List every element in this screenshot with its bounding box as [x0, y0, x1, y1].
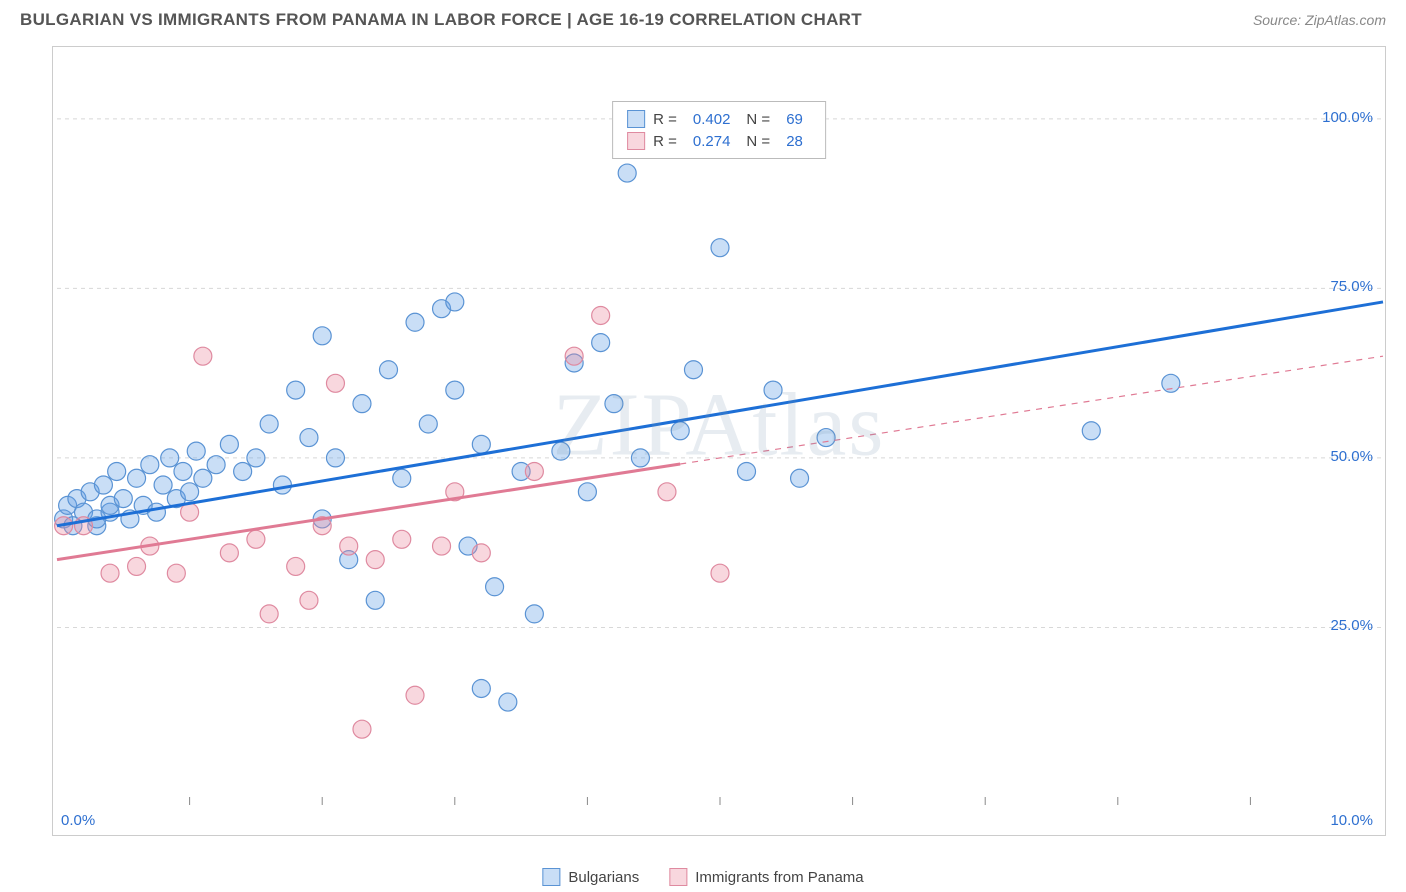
- legend-stats-row-0: R = 0.402 N = 69: [627, 108, 811, 130]
- swatch-panama: [627, 132, 645, 150]
- n-value-0: 69: [778, 111, 811, 128]
- n-label: N =: [746, 133, 770, 150]
- legend-bottom: Bulgarians Immigrants from Panama: [542, 868, 863, 886]
- chart-area: ZIPAtlas R = 0.402 N = 69 R = 0.274 N = …: [52, 46, 1386, 836]
- y-tick-label: 25.0%: [1330, 617, 1373, 634]
- r-value-0: 0.402: [685, 111, 739, 128]
- n-label: N =: [746, 111, 770, 128]
- legend-item-panama: Immigrants from Panama: [669, 868, 863, 886]
- r-label: R =: [653, 111, 677, 128]
- legend-label-panama: Immigrants from Panama: [695, 869, 863, 886]
- y-tick-label: 50.0%: [1330, 448, 1373, 465]
- swatch-panama-icon: [669, 868, 687, 886]
- legend-stats-box: R = 0.402 N = 69 R = 0.274 N = 28: [612, 101, 826, 159]
- x-axis-min-label: 0.0%: [61, 812, 95, 829]
- y-tick-label: 75.0%: [1330, 278, 1373, 295]
- n-value-1: 28: [778, 133, 811, 150]
- swatch-bulgarians-icon: [542, 868, 560, 886]
- scatter-chart-svg: [53, 47, 1385, 835]
- r-label: R =: [653, 133, 677, 150]
- legend-item-bulgarians: Bulgarians: [542, 868, 639, 886]
- swatch-bulgarians: [627, 110, 645, 128]
- legend-label-bulgarians: Bulgarians: [568, 869, 639, 886]
- y-tick-label: 100.0%: [1322, 109, 1373, 126]
- source-attribution: Source: ZipAtlas.com: [1253, 12, 1386, 28]
- x-axis-max-label: 10.0%: [1330, 812, 1373, 829]
- r-value-1: 0.274: [685, 133, 739, 150]
- page-title: BULGARIAN VS IMMIGRANTS FROM PANAMA IN L…: [20, 10, 862, 30]
- legend-stats-row-1: R = 0.274 N = 28: [627, 130, 811, 152]
